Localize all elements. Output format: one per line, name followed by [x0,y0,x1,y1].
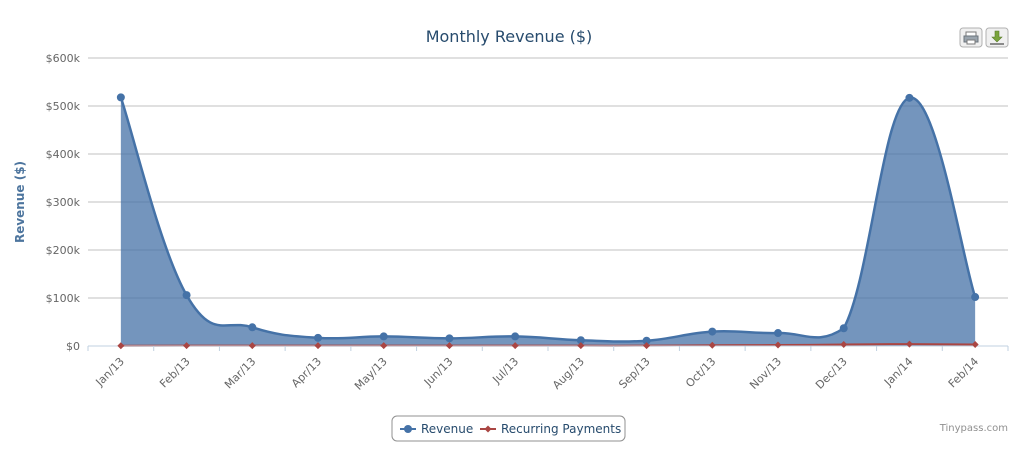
legend-symbol-marker [484,425,492,433]
legend-symbol-marker [404,425,412,433]
legend-box [391,415,626,442]
x-tick-label: Sep/13 [616,355,652,391]
revenue-point[interactable] [839,324,848,333]
revenue-point[interactable] [445,334,454,343]
revenue-point[interactable] [708,327,717,336]
recurring-payments-point[interactable] [840,341,848,349]
y-axis-title: Revenue ($) [13,161,27,243]
print-button[interactable] [959,27,983,48]
printer-paper [965,31,977,37]
y-tick-label: $600k [46,52,81,65]
x-tick-label: Nov/13 [747,355,784,392]
printer-icon [963,31,979,45]
download-icon [990,30,1004,45]
y-tick-label: $500k [46,100,81,113]
revenue-point[interactable] [511,332,520,341]
recurring-payments-point[interactable] [774,341,782,349]
recurring-payments-point[interactable] [248,342,256,350]
download-tray [990,43,1004,45]
recurring-payments-point[interactable] [643,342,651,350]
x-tick-label: Oct/13 [683,355,718,390]
revenue-point[interactable] [576,336,585,345]
recurring-payments-point[interactable] [577,342,585,350]
recurring-payments-point[interactable] [708,341,716,349]
revenue-area [120,97,976,346]
recurring-payments-point[interactable] [117,342,125,350]
credits-link[interactable]: Tinypass.com [939,423,1008,434]
x-tick-label: Jan/13 [93,355,127,389]
x-tick-label: Dec/13 [813,355,850,392]
recurring-payments-point[interactable] [971,341,979,349]
revenue-line [119,96,977,343]
revenue-point[interactable] [314,333,322,342]
x-tick-label: Jul/13 [489,355,521,387]
recurring-payments-point[interactable] [314,342,322,350]
printer-output [966,39,976,45]
chart-title: Monthly Revenue ($) [426,27,593,46]
y-tick-label: $100k [46,292,81,305]
x-tick-label: Aug/13 [550,355,587,392]
recurring-payments-point[interactable] [183,342,191,350]
y-tick-label: $300k [46,196,81,209]
revenue-point[interactable] [774,329,782,338]
revenue-point[interactable] [971,293,980,302]
x-tick-label: May/13 [352,355,390,393]
export-button[interactable] [985,27,1009,48]
revenue-point[interactable] [905,93,914,102]
recurring-payments-point[interactable] [511,342,519,350]
revenue-point[interactable] [642,336,651,345]
x-tick-label: Jun/13 [421,355,456,390]
y-tick-label: $0 [66,340,80,353]
y-tick-label: $400k [46,148,81,161]
recurring-payments-point[interactable] [380,342,388,350]
legend-item-recurring-payments[interactable]: Recurring Payments [480,422,621,436]
revenue-point[interactable] [116,93,125,102]
legend-label: Revenue [421,422,473,436]
y-tick-label: $200k [46,244,81,257]
recurring-payments-point[interactable] [905,340,913,348]
x-tick-label: Mar/13 [222,355,258,391]
x-tick-label: Jan/14 [881,355,915,389]
x-tick-label: Apr/13 [289,355,324,390]
revenue-point[interactable] [379,332,388,341]
x-tick-label: Feb/14 [946,355,981,390]
revenue-point[interactable] [182,291,191,300]
legend: Revenue Recurring Payments [391,415,626,442]
revenue-point[interactable] [248,323,257,332]
download-arrow [991,30,1003,43]
recurring-payments-point[interactable] [445,342,453,350]
legend-label: Recurring Payments [501,422,621,436]
x-tick-label: Feb/13 [157,355,192,390]
legend-item-revenue[interactable]: Revenue [400,422,473,436]
